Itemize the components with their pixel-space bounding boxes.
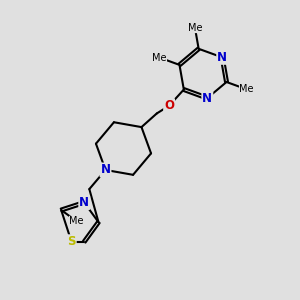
Text: Me: Me: [69, 216, 84, 226]
Text: Me: Me: [188, 22, 202, 33]
Text: N: N: [100, 164, 110, 176]
Text: S: S: [67, 235, 76, 248]
Text: Me: Me: [152, 52, 166, 62]
Text: Me: Me: [239, 84, 254, 94]
Text: N: N: [202, 92, 212, 105]
Text: N: N: [79, 196, 89, 209]
Text: N: N: [217, 51, 227, 64]
Text: O: O: [164, 99, 174, 112]
